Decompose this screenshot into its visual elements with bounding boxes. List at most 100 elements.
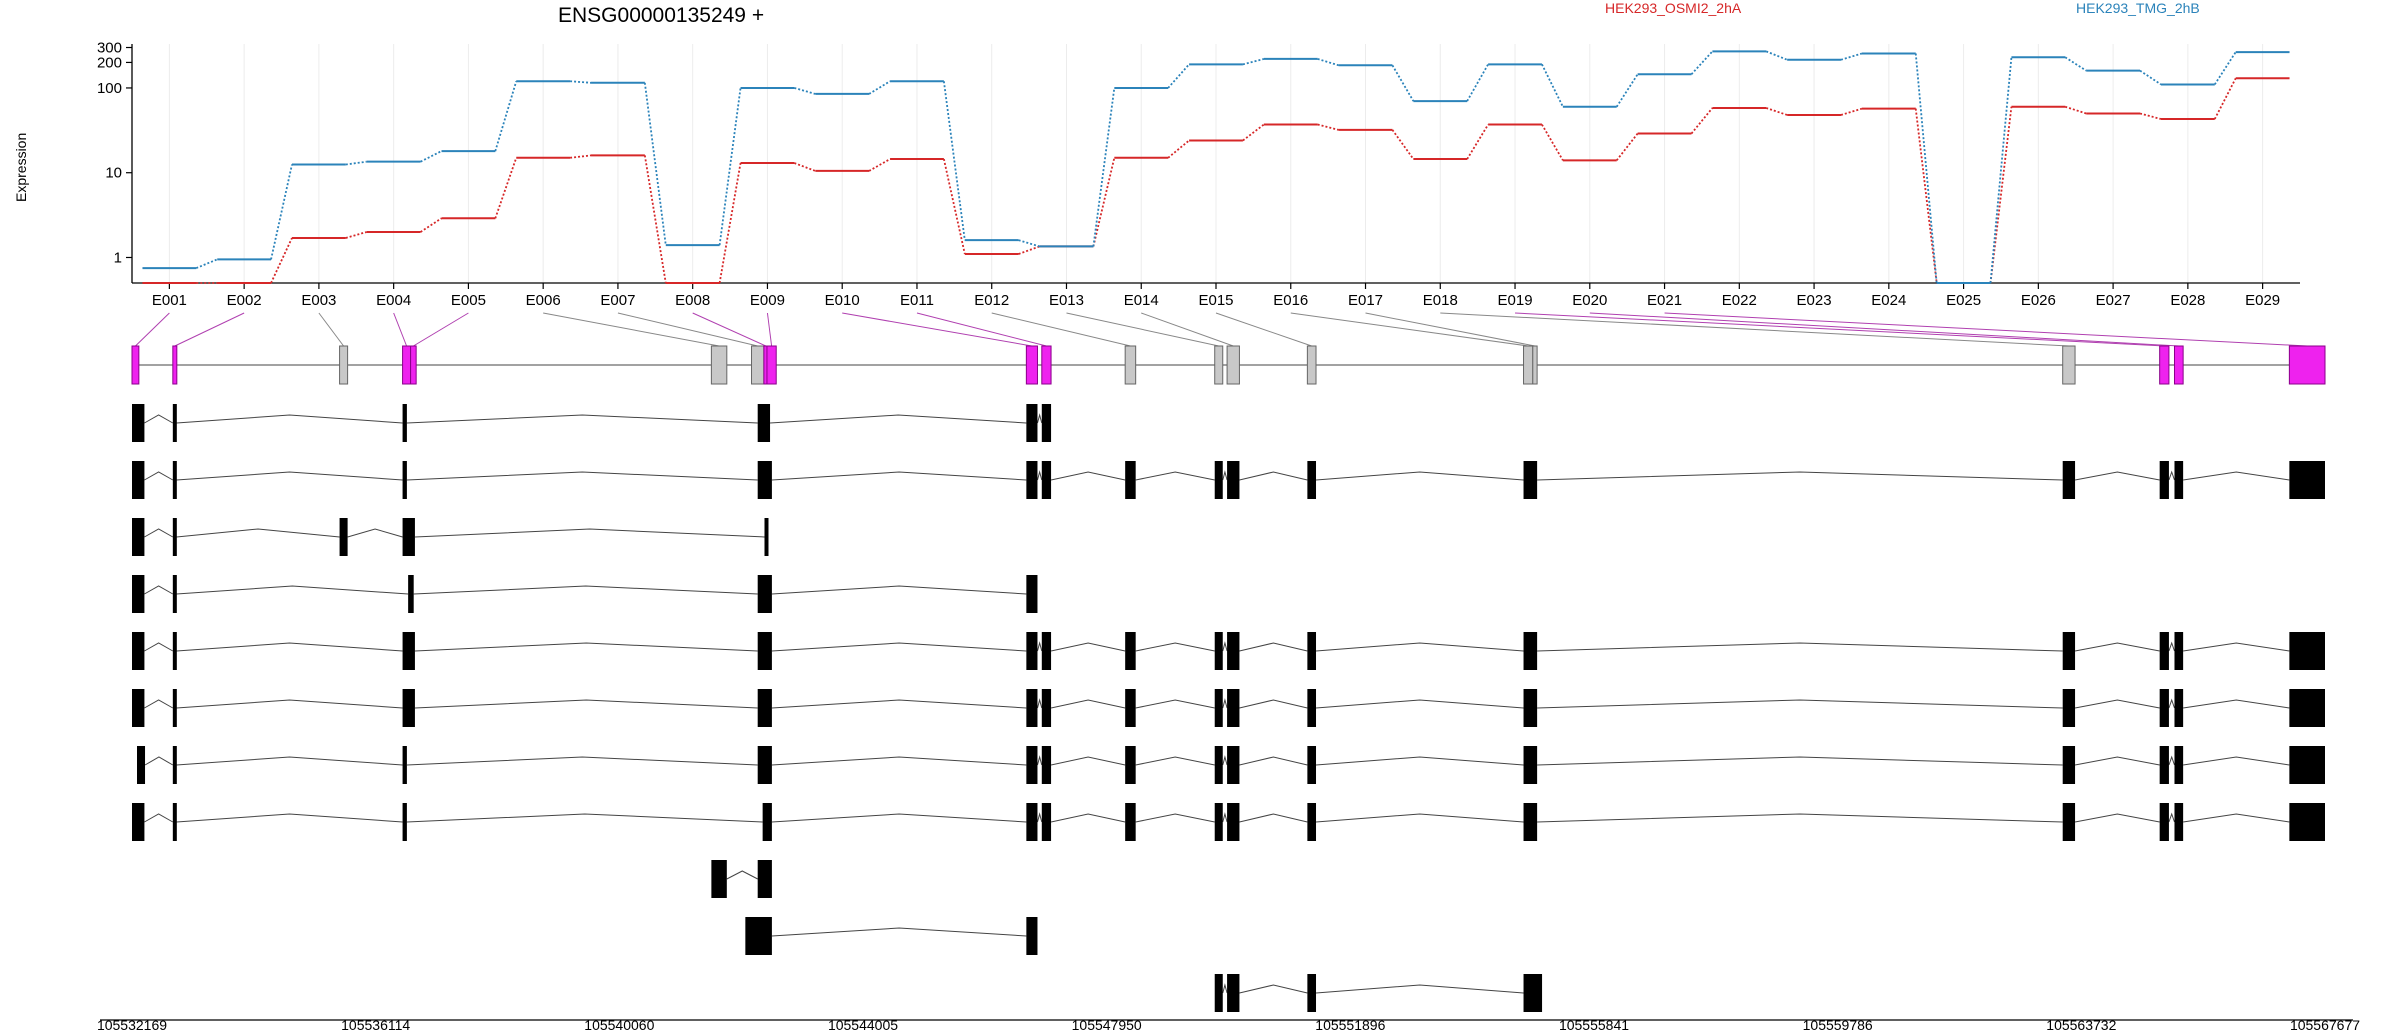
transcript-11 [1214,974,1543,1012]
transcript-4-exon-5 [1026,575,1038,613]
series-1-connector-24 [1914,108,1938,284]
transcript-5-exon-11 [1523,632,1538,670]
genomic-tick-label-6: 105551896 [1315,1017,1385,1030]
transcript-3-exon-2 [172,518,177,556]
transcript-4 [132,575,1038,613]
y-tick-label-200: 200 [97,54,122,71]
transcript-2-intron-5 [1036,470,1043,481]
connector-E019 [1515,312,2165,347]
series-1-connector-26 [2064,105,2087,115]
connector-E008 [692,312,767,347]
x-tick-label-E023: E023 [1797,292,1832,309]
exon-E017 [1532,345,1538,385]
transcript-2-exon-13 [2159,461,2169,499]
transcript-7-exon-13 [2159,746,2169,784]
transcript-2-intron-10 [1315,471,1524,481]
series-2-connector-24 [1914,53,1938,284]
transcript-4-intron-4 [771,585,1027,595]
transcript-7-exon-3 [402,746,407,784]
transcript-2-intron-6 [1050,471,1126,481]
transcript-7-intron-12 [2074,756,2160,766]
transcript-5-intron-14 [2183,642,2290,652]
transcript-5-intron-12 [2074,642,2160,652]
transcript-6-intron-4 [771,699,1027,709]
series-2-connector-12 [1018,239,1040,248]
exon-E006 [710,345,728,385]
transcript-5-intron-11 [1537,642,2063,652]
transcript-3 [132,518,769,556]
transcript-8-exon-3 [402,803,407,841]
transcript-7-intron-1 [144,756,174,766]
transcript-5-exon-2 [172,632,177,670]
series-2-connector-10 [868,80,891,95]
transcript-8-intron-12 [2074,813,2160,823]
connector-E021 [1664,312,2308,347]
genomic-tick-label-5: 105547950 [1072,1017,1142,1030]
transcript-5-intron-13 [2168,641,2175,652]
series-2-connector-17 [1391,64,1415,102]
transcript-2-exon-12 [2062,461,2076,499]
genomic-tick-label-9: 105563732 [2046,1017,2116,1030]
series-1-connector-13 [1092,157,1116,247]
transcript-2-intron-1 [144,471,174,481]
transcript-11-intron-3 [1315,984,1524,994]
transcript-7-intron-6 [1050,756,1126,766]
series-1-connector-27 [2139,112,2162,120]
transcript-8-intron-9 [1239,813,1308,823]
transcript-5-exon-12 [2062,632,2076,670]
transcript-6-exon-15 [2289,689,2325,727]
series-1-connector-4 [420,217,442,233]
series-2-connector-20 [1615,73,1639,108]
transcript-6-exon-14 [2174,689,2184,727]
series-2-connector-19 [1541,63,1564,108]
transcript-6-exon-7 [1125,689,1136,727]
series-1-connector-17 [1391,129,1415,160]
x-tick-label-E016: E016 [1273,292,1308,309]
x-tick-label-E015: E015 [1198,292,1233,309]
transcript-2-exon-2 [172,461,177,499]
exon-E012 [1124,345,1137,385]
transcript-5-exon-15 [2289,632,2325,670]
series-2-connector-28 [2214,51,2237,85]
connector-E013 [1066,312,1219,347]
series-1-connector-20 [1615,132,1639,161]
connector-E015 [1215,312,1312,347]
transcript-5-exon-8 [1214,632,1223,670]
transcript-5-intron-1 [144,642,174,652]
exon-E014 [1226,345,1240,385]
transcript-1-intron-4 [770,414,1027,424]
connector-E012 [991,312,1131,347]
genomic-tick-label-4: 105544005 [828,1017,898,1030]
series-2-connector-2 [270,164,293,260]
transcript-5-exon-13 [2159,632,2169,670]
transcript-7-exon-12 [2062,746,2076,784]
y-tick-label-300: 300 [97,40,122,57]
transcript-10-exon-2 [1026,917,1038,955]
series-1-connector-10 [868,158,891,172]
x-tick-label-E022: E022 [1722,292,1757,309]
exon-E020 [2173,345,2184,385]
x-tick-label-E029: E029 [2245,292,2280,309]
series-2-connector-18 [1466,63,1489,102]
transcript-5-intron-9 [1239,642,1308,652]
transcript-2-exon-9 [1227,461,1240,499]
x-tick-label-E012: E012 [974,292,1009,309]
transcript-3-exon-5 [764,518,769,556]
transcript-7-intron-8 [1222,755,1228,766]
transcript-3-intron-1 [144,528,174,538]
transcript-8-exon-10 [1307,803,1317,841]
exon-E010 [1025,345,1038,385]
transcript-2-exon-1 [132,461,145,499]
x-tick-label-E013: E013 [1049,292,1084,309]
transcript-4-exon-3 [408,575,414,613]
transcript-4-exon-4 [757,575,772,613]
transcript-9-exon-2 [757,860,772,898]
transcript-8-intron-2 [176,813,403,823]
series-2-connector-3 [345,160,367,166]
exon-E002 [172,345,178,385]
transcript-8-intron-8 [1222,812,1228,823]
transcript-2-intron-7 [1135,471,1215,481]
series-1-connector-22 [1765,107,1788,116]
series-1-connector-23 [1840,107,1863,116]
transcript-4-intron-1 [144,585,174,595]
